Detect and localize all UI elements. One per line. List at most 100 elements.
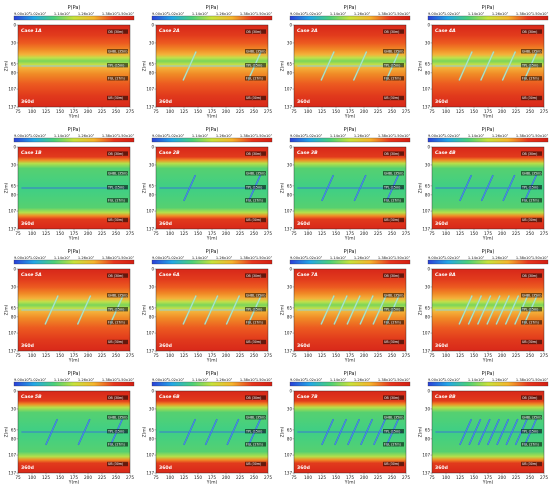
y-tick-label: 107 [146,452,154,457]
panel-case-2a: P(Pa) 9.00x10⁶ 1.02x10⁷ 1.14x10⁷ 1.26x10⁷ 1.3… [142,5,273,120]
layer-label: GHBL (35m) [108,49,128,53]
time-label: 360d [297,99,310,105]
y-tick-label: 107 [422,330,430,335]
layer-label: TPL (15m) [245,307,262,311]
time-label: 360d [297,343,310,349]
panel-case-4a: P(Pa) 9.00x10⁶ 1.02x10⁷ 1.14x10⁷ 1.26x10⁷ 1.3… [418,5,549,120]
hydraulic-fracture-core [347,295,361,325]
x-tick-label: 100 [28,231,36,236]
y-tick-label: 137 [8,348,16,353]
layer-label: GHBL (35m) [108,171,128,175]
layer-label: OB (30m) [384,152,399,156]
y-tick-label: 80 [425,314,431,319]
y-tick-label: 65 [11,183,17,188]
hydraulic-fracture-core [334,295,348,325]
x-tick-label: 275 [264,353,272,358]
colorbar-tick-label: 9.00x10⁶ [428,256,445,260]
panel-case-7b: P(Pa) 9.00x10⁶ 1.02x10⁷ 1.14x10⁷ 1.26x10⁷ 1.3… [280,371,411,486]
hydraulic-fracture-core [373,419,386,445]
y-axis-label: Z(m) [280,182,286,193]
panel-case-3a: P(Pa) 9.00x10⁶ 1.02x10⁷ 1.14x10⁷ 1.26x10⁷ 1.3… [280,5,411,120]
layer-label-box [107,320,128,325]
layer-label-box [383,151,404,156]
hydraulic-fracture-core [506,419,518,445]
y-tick-label: 137 [8,104,16,109]
case-label: Case 7A [297,272,318,278]
layer-label: GHBL (35m) [384,293,404,297]
y-tick-label: 0 [289,266,292,271]
layer-label-box [383,429,404,434]
layer-label-box [107,293,128,298]
x-tick-label: 175 [208,109,216,114]
colorbar-tick-label: 1.38x10⁷ [378,256,395,260]
layer-label: GHBL (35m) [246,415,266,419]
x-tick-label: 125 [42,475,50,480]
layer-label-box [383,185,404,190]
x-tick-label: 150 [194,475,202,480]
panel-case-3b: P(Pa) 9.00x10⁶ 1.02x10⁷ 1.14x10⁷ 1.26x10⁷ 1.3… [280,127,411,242]
x-tick-label: 150 [332,353,340,358]
layer-label-box [383,29,404,34]
case-label: Case 1A [21,28,42,34]
hydraulic-fracture-core [459,295,473,325]
colorbar [427,137,549,143]
layer-label-box [383,171,404,176]
x-axis-label: Y(m) [206,114,218,120]
x-tick-label: 225 [374,231,382,236]
y-tick-label: 0 [427,22,430,27]
colorbar [427,381,549,387]
y-tick-label: 107 [146,330,154,335]
y-axis-label: Z(m) [280,304,286,315]
x-tick-label: 200 [84,475,92,480]
panel-case-1b: P(Pa) 9.00x10⁶ 1.02x10⁷ 1.14x10⁷ 1.26x10⁷ 1.3… [4,127,135,242]
layer-label: OB (30m) [246,396,261,400]
y-tick-label: 0 [151,144,154,149]
y-tick-label: 0 [427,388,430,393]
layer-label: TPL (15m) [521,429,538,433]
x-tick-label: 175 [346,231,354,236]
y-tick-label: 80 [11,314,17,319]
layer-label: OB (30m) [108,274,123,278]
colorbar-tick-label: 1.38x10⁷ [516,12,533,16]
layer-label-box [245,429,266,434]
x-tick-label: 175 [70,475,78,480]
layer-label: FGL (27m) [108,199,125,203]
y-tick-label: 80 [11,192,17,197]
x-axis-label: Y(m) [482,236,494,242]
y-tick-label: 137 [146,226,154,231]
colorbar-title: P(Pa) [68,371,81,377]
y-tick-label: 30 [287,40,293,45]
panel-case-1a: P(Pa) 9.00x10⁶ 1.02x10⁷ 1.14x10⁷ 1.26x10⁷ 1.3… [4,5,135,120]
colorbar-title: P(Pa) [344,249,357,255]
x-tick-label: 250 [112,109,120,114]
x-tick-label: 250 [388,109,396,114]
hydraulic-fracture-core [183,51,197,81]
colorbar [289,259,411,265]
panel-case-5b: P(Pa) 9.00x10⁶ 1.02x10⁷ 1.14x10⁷ 1.26x10⁷ 1.3… [4,371,135,486]
layer-label: OB (30m) [384,30,399,34]
layer-label: TPL (15m) [521,185,538,189]
layer-label: UB (30m) [522,218,537,222]
colorbar-tick-label: 9.00x10⁶ [14,134,31,138]
x-tick-label: 200 [222,109,230,114]
layer-label-box [521,395,542,400]
layer-label: OB (30m) [108,396,123,400]
layer-label-box [383,217,404,223]
y-tick-label: 30 [425,284,431,289]
x-tick-label: 100 [304,353,312,358]
y-tick-label: 65 [11,305,17,310]
colorbar-tick-label: 1.50x10⁷ [532,378,549,382]
colorbar-title: P(Pa) [206,127,219,133]
x-axis-label: Y(m) [482,480,494,486]
y-axis-label: Z(m) [142,182,148,193]
y-tick-label: 137 [422,348,430,353]
x-tick-label: 100 [442,109,450,114]
x-tick-label: 250 [112,231,120,236]
colorbar-title: P(Pa) [482,371,495,377]
layer-label: UB (30m) [384,462,399,466]
x-tick-label: 125 [456,109,464,114]
y-tick-label: 107 [422,452,430,457]
x-tick-label: 275 [402,353,410,358]
time-label: 360d [435,343,448,349]
colorbar-tick-label: 1.50x10⁷ [532,256,549,260]
